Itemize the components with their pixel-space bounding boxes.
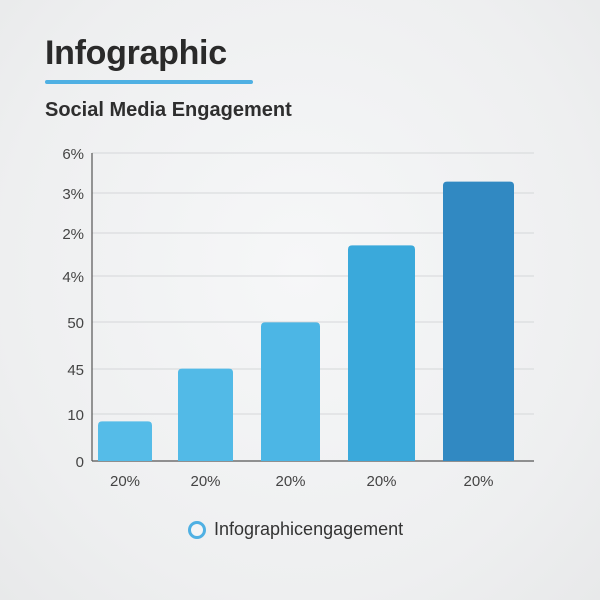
bar [261, 322, 320, 461]
x-tick-label: 20% [463, 473, 493, 490]
x-tick-label: 20% [190, 473, 220, 490]
y-tick-label: 4% [62, 269, 84, 286]
x-tick-label: 20% [110, 473, 140, 490]
bar [98, 421, 152, 461]
bar [178, 368, 233, 461]
bar [348, 245, 415, 461]
y-tick-label: 45 [67, 362, 84, 379]
x-tick-label: 20% [275, 473, 305, 490]
y-tick-label: 50 [67, 315, 84, 332]
chart-title: Infographic [45, 34, 227, 72]
y-tick-label: 3% [62, 186, 84, 203]
title-underline [45, 80, 253, 84]
legend-marker-icon [188, 520, 206, 539]
y-tick-label: 0 [76, 454, 84, 471]
legend-label: Infographicengagement [214, 519, 404, 539]
chart-subtitle: Social Media Engagement [45, 99, 292, 121]
bar [443, 181, 514, 461]
y-tick-label: 6% [62, 146, 84, 163]
y-tick-label: 2% [62, 226, 84, 243]
y-tick-label: 10 [67, 407, 84, 424]
legend: Infographicengagement [188, 519, 403, 540]
x-tick-label: 20% [366, 473, 396, 490]
